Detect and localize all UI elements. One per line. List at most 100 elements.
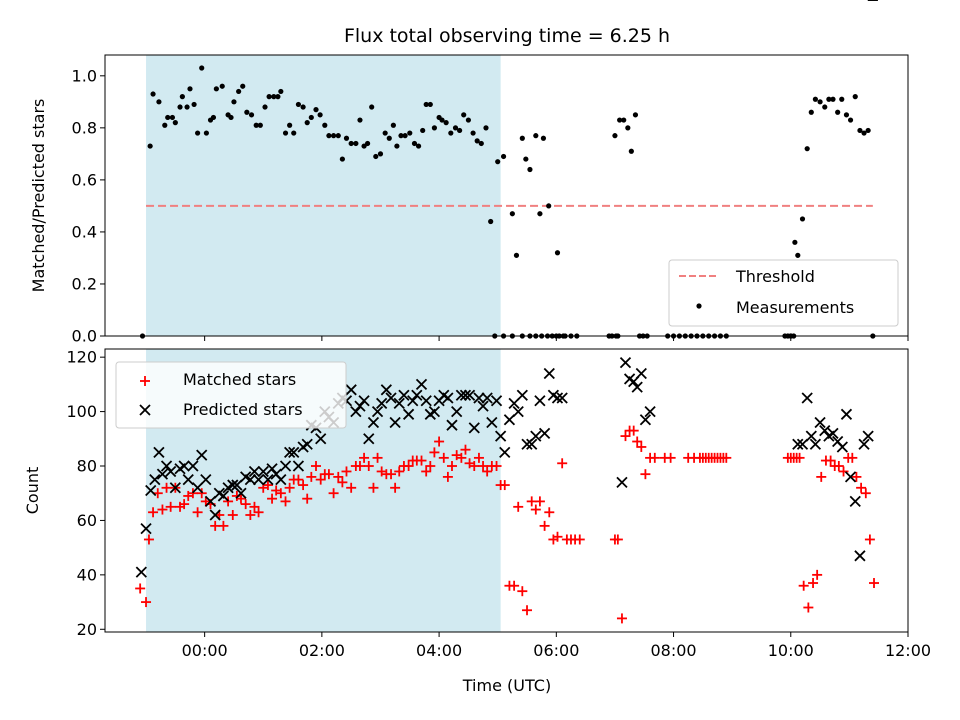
measurement-point [465, 117, 472, 123]
predicted-star-point [178, 460, 190, 472]
predicted-star-point [301, 438, 313, 450]
predicted-star-point [204, 495, 217, 508]
y-tick-label: 100 [66, 402, 97, 421]
matched-star-point [665, 452, 676, 463]
matched-star-point [442, 471, 453, 482]
measurement-point [628, 148, 634, 154]
predicted-star-point [363, 433, 375, 445]
matched-star-point [557, 458, 568, 469]
measurement-point [612, 133, 618, 139]
matched-star-point [368, 482, 379, 493]
measurement-point [231, 99, 237, 105]
predicted-star-point [315, 433, 327, 445]
measurement-point [343, 135, 350, 141]
measurement-point [792, 239, 798, 245]
y-tick-label: 40 [77, 565, 97, 584]
measurement-point [843, 112, 850, 118]
predicted-star-point [844, 471, 857, 483]
matched-star-point [267, 493, 278, 504]
matched-star-point [372, 452, 383, 463]
matched-star-point [851, 471, 862, 482]
predicted-star-point [407, 395, 419, 407]
y-tick-label: 20 [77, 620, 97, 639]
predicted-star-point [402, 408, 415, 420]
predicted-star-point [616, 476, 628, 488]
predicted-star-point [135, 566, 147, 578]
predicted-star-point [252, 473, 265, 486]
predicted-star-point [275, 473, 287, 486]
measurement-point [317, 112, 323, 118]
matched-star-point [620, 431, 631, 442]
count-panel-frame [104, 348, 909, 633]
matched-star-point [425, 461, 436, 472]
measurement-point [179, 94, 185, 100]
predicted-star-point [354, 400, 366, 412]
predicted-star-point [512, 405, 524, 418]
measurement-point [457, 127, 463, 134]
measurement-point [804, 146, 810, 152]
matched-star-point [429, 447, 440, 458]
matched-star-point [513, 501, 524, 512]
measurement-point [253, 122, 259, 128]
matched-stars-points [135, 425, 880, 624]
matched-star-point [179, 499, 190, 510]
matched-star-point [499, 480, 510, 491]
predicted-star-point [455, 389, 468, 401]
matched-star-point [403, 461, 414, 472]
predicted-star-point [463, 389, 476, 401]
measurement-point [812, 96, 818, 102]
y-tick-label: 0.4 [72, 222, 97, 241]
measurement-point [411, 140, 418, 147]
predicted-star-point [543, 367, 555, 380]
measurement-point [304, 120, 310, 126]
predicted-star-point [350, 405, 362, 418]
measurement-point [420, 127, 426, 134]
matched-star-point [552, 531, 563, 542]
predicted-star-point [376, 397, 388, 410]
measurement-point [402, 133, 408, 139]
predicted-star-point [442, 392, 454, 404]
measurement-point [523, 156, 529, 162]
measurement-point [452, 125, 459, 131]
measurement-point [266, 94, 272, 100]
matched-star-point [293, 474, 304, 485]
matched-star-point [135, 583, 146, 594]
y-tick-label: 0.0 [72, 327, 97, 346]
measurement-point [431, 125, 438, 131]
matched-star-point [253, 507, 264, 518]
count-panel: 20 40 60 80 100 120 00:00 02:00 04:00 06:00 08:00… [23, 0, 931, 660]
legend-measurements-label: Measurements [736, 298, 854, 317]
measurement-point [156, 99, 162, 105]
measurement-point [326, 133, 332, 139]
predicted-star-point [182, 473, 194, 486]
predicted-star-point [516, 389, 528, 401]
measurement-point [527, 166, 533, 173]
matched-star-point [394, 466, 405, 477]
matched-star-point [864, 534, 875, 545]
predicted-star-point [415, 378, 428, 391]
matched-star-point [808, 578, 819, 589]
predicted-star-point [840, 408, 853, 420]
matched-star-point [235, 493, 246, 504]
matched-star-point [240, 499, 251, 510]
measurement-point [373, 153, 379, 160]
matched-star-point [798, 580, 809, 591]
matched-star-point [434, 436, 445, 447]
observing-window-shade [146, 55, 501, 336]
measurement-point [364, 140, 371, 147]
measurement-point [165, 114, 171, 121]
matched-star-point [363, 461, 374, 472]
predicted-star-point [639, 414, 652, 426]
matched-star-point [421, 466, 432, 477]
matched-star-point [275, 488, 286, 499]
predicted-star-point [420, 395, 432, 407]
predicted-star-point [477, 400, 489, 412]
matched-star-point [245, 509, 256, 520]
predicted-star-point [411, 389, 423, 401]
y-tick-label: 80 [77, 457, 97, 476]
measurement-point [540, 135, 547, 141]
measurement-point [210, 114, 217, 121]
predicted-star-point [345, 384, 357, 396]
measurement-point [865, 127, 871, 134]
